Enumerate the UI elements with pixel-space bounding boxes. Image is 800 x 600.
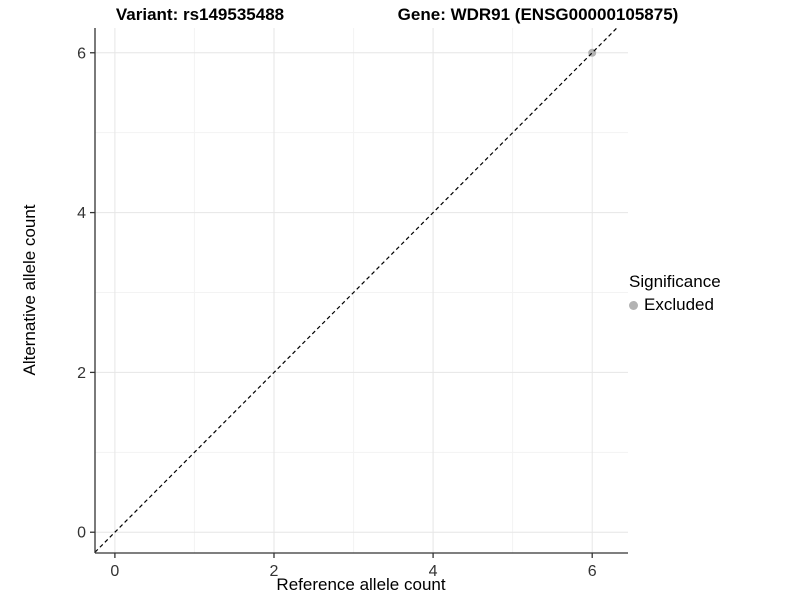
x-axis-title: Reference allele count	[276, 575, 446, 594]
x-tick-label: 4	[429, 563, 438, 580]
legend-items: Excluded	[629, 295, 721, 315]
legend-item-label: Excluded	[644, 295, 714, 314]
y-tick-label: 4	[77, 205, 86, 222]
legend-title: Significance	[629, 272, 721, 291]
identity-line	[94, 27, 618, 553]
legend-item: Excluded	[629, 295, 721, 315]
x-tick-label: 6	[588, 563, 597, 580]
x-tick-label: 0	[110, 563, 119, 580]
legend: Significance Excluded	[629, 272, 721, 315]
y-tick-label: 2	[77, 365, 86, 382]
x-tick-label: 2	[270, 563, 279, 580]
legend-point-icon	[629, 300, 638, 310]
y-tick-label: 6	[77, 45, 86, 62]
gene-title: Gene: WDR91 (ENSG00000105875)	[397, 5, 679, 24]
y-tick-label: 0	[77, 525, 86, 542]
variant-title: Variant: rs149535488	[115, 5, 285, 24]
y-axis-title: Alternative allele count	[20, 204, 39, 376]
